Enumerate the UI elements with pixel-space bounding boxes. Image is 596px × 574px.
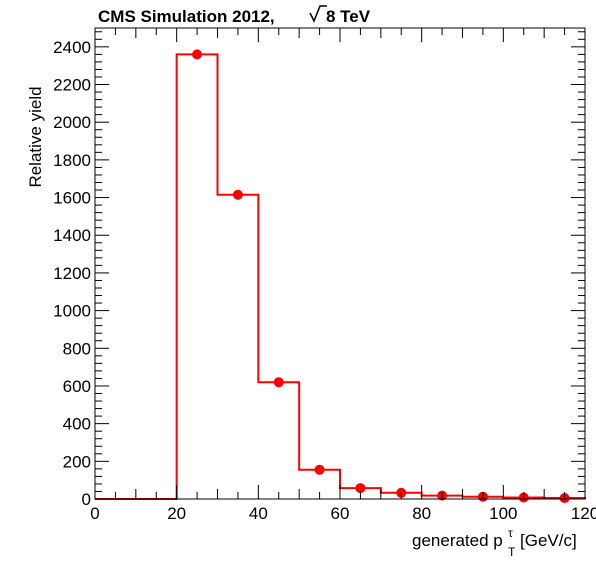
data-points-layer [192, 49, 570, 504]
data-point [232, 189, 243, 200]
sqrt-symbol [309, 5, 327, 23]
data-point [314, 464, 325, 475]
y-tick-label: 0 [82, 490, 91, 509]
chart-title-energy: 8 TeV [326, 7, 371, 26]
y-tick-label: 2400 [53, 38, 91, 57]
x-axis-label: generated p T τ [GeV/c] [412, 526, 577, 559]
plot-area-border [94, 27, 586, 500]
histogram-layer [95, 53, 586, 500]
data-point [192, 49, 203, 60]
tick-labels: 0 20 40 60 80 100 1200200400600800100012001400… [53, 38, 596, 523]
x-axis-label-main: generated p [412, 531, 503, 550]
x-axis-label-unit: [GeV/c] [520, 531, 577, 550]
x-tick-label: 40 [249, 504, 268, 523]
x-axis-label-sup: τ [508, 526, 513, 540]
y-tick-label: 1800 [53, 151, 91, 170]
y-tick-label: 1600 [53, 189, 91, 208]
y-axis-label: Relative yield [26, 86, 45, 187]
data-point [355, 483, 366, 494]
y-tick-label: 400 [63, 415, 91, 434]
y-tick-label: 1200 [53, 264, 91, 283]
x-tick-label: 20 [167, 504, 186, 523]
x-tick-label: 80 [412, 504, 431, 523]
x-tick-label: 0 [90, 504, 99, 523]
y-tick-label: 1400 [53, 226, 91, 245]
histogram-step-line [95, 53, 586, 500]
x-tick-label: 60 [331, 504, 350, 523]
x-tick-label: 120 [571, 504, 596, 523]
x-tick-label: 100 [489, 504, 517, 523]
y-tick-label: 2000 [53, 113, 91, 132]
y-tick-label: 600 [63, 377, 91, 396]
y-tick-label: 200 [63, 452, 91, 471]
y-tick-label: 1000 [53, 302, 91, 321]
data-point [273, 377, 284, 388]
x-axis-label-sub: T [508, 545, 516, 559]
y-tick-label: 2200 [53, 76, 91, 95]
plot-frame [94, 27, 586, 500]
y-tick-label: 800 [63, 339, 91, 358]
axis-ticks [94, 28, 586, 500]
chart-title: CMS Simulation 2012, [98, 7, 275, 26]
